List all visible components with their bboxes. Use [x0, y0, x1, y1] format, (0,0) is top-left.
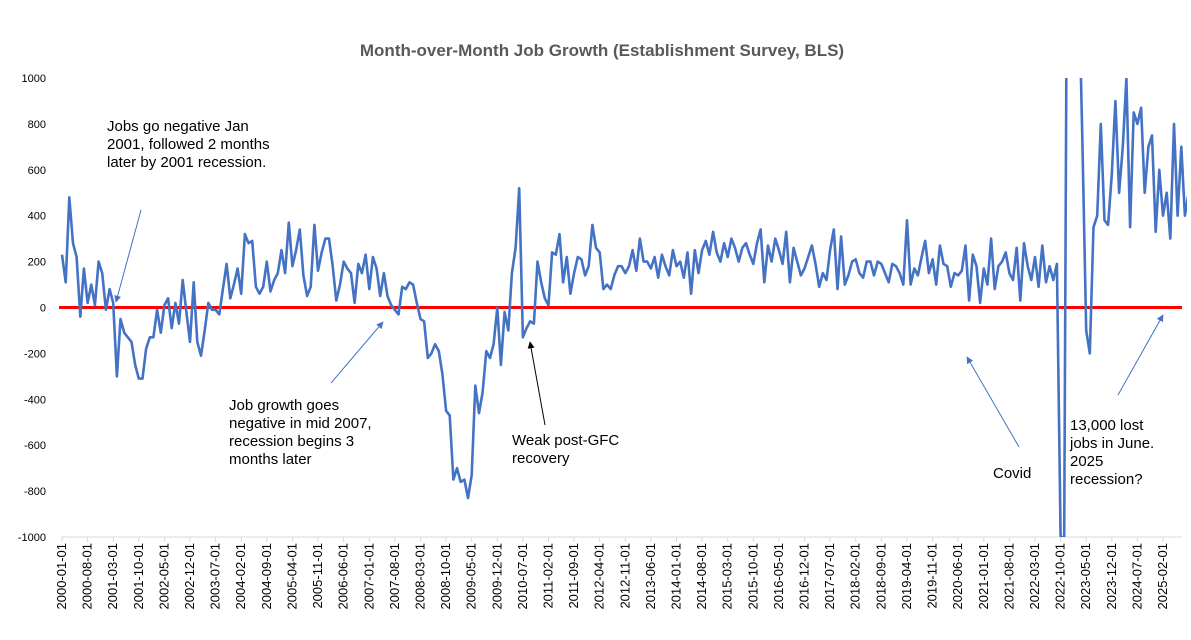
- annotation-line: Jobs go negative Jan: [107, 118, 249, 135]
- annotation-line: negative in mid 2007,: [229, 415, 372, 432]
- x-tick-label: 2003-07-01: [208, 543, 223, 610]
- x-tick-label: 2024-07-01: [1129, 543, 1144, 610]
- annotation-arrows: [114, 209, 1164, 448]
- annotation-line: Job growth goes: [229, 397, 339, 414]
- x-tick-label: 2021-08-01: [1001, 543, 1016, 610]
- y-tick-label: -1000: [18, 532, 46, 544]
- x-tick-label: 2023-12-01: [1104, 543, 1119, 610]
- x-tick-label: 2015-03-01: [720, 543, 735, 610]
- annotation-line: recession begins 3: [229, 433, 354, 450]
- series-line: [60, 78, 1187, 537]
- annotation-line: recession?: [1070, 471, 1143, 488]
- chart-title: Month-over-Month Job Growth (Establishme…: [360, 41, 844, 60]
- x-tick-label: 2007-01-01: [361, 543, 376, 610]
- x-tick-label: 2022-03-01: [1027, 543, 1042, 610]
- x-tick-label: 2016-05-01: [771, 543, 786, 610]
- x-tick-label: 2005-11-01: [310, 543, 325, 609]
- x-tick-label: 2019-11-01: [925, 543, 940, 609]
- x-tick-label: 2023-05-01: [1078, 543, 1093, 610]
- x-tick-label: 2001-10-01: [131, 543, 146, 610]
- y-tick-label: 0: [40, 303, 46, 315]
- x-tick-label: 2020-06-01: [950, 543, 965, 610]
- y-tick-label: -200: [24, 348, 46, 360]
- x-tick-label: 2012-04-01: [592, 543, 607, 610]
- x-tick-label: 2017-07-01: [822, 543, 837, 610]
- y-tick-label: 800: [28, 119, 46, 131]
- x-tick-label: 2000-08-01: [80, 543, 95, 610]
- annotation-2025: 13,000 lost jobs in June. 2025 recession?: [1069, 417, 1154, 488]
- x-tick-label: 2002-12-01: [182, 543, 197, 610]
- annotation-line: months later: [229, 451, 312, 468]
- x-tick-label: 2008-03-01: [412, 543, 427, 610]
- arrow-gfc: [527, 341, 546, 426]
- x-tick-label: 2018-02-01: [848, 543, 863, 610]
- x-axis: 2000-01-01 2000-08-01 2001-03-01 2001-10-01…: [54, 536, 1182, 610]
- x-tick-label: 2007-08-01: [387, 543, 402, 610]
- annotation-line: Covid: [993, 465, 1031, 482]
- x-tick-label: 2019-04-01: [899, 543, 914, 610]
- y-tick-label: 600: [28, 165, 46, 177]
- annotation-line: recovery: [512, 450, 570, 467]
- x-tick-label: 2005-04-01: [284, 543, 299, 610]
- x-tick-label: 2014-08-01: [694, 543, 709, 610]
- arrow-covid: [966, 356, 1020, 448]
- annotation-gfc: Weak post-GFC recovery: [512, 432, 619, 467]
- x-tick-label: 2009-12-01: [489, 543, 504, 610]
- annotation-line: 2025: [1070, 453, 1103, 470]
- x-tick-label: 2018-09-01: [873, 543, 888, 610]
- annotation-line: 13,000 lost: [1070, 417, 1144, 434]
- x-tick-label: 2001-03-01: [105, 543, 120, 610]
- annotations: Jobs go negative Jan 2001, followed 2 mon…: [107, 118, 1154, 488]
- x-tick-label: 2004-09-01: [259, 543, 274, 610]
- y-tick-label: -400: [24, 394, 46, 406]
- x-tick-label: 2011-09-01: [566, 543, 581, 609]
- x-tick-label: 2002-05-01: [156, 543, 171, 610]
- x-tick-label: 2010-07-01: [515, 543, 530, 610]
- y-tick-label: -600: [24, 440, 46, 452]
- x-tick-label: 2025-02-01: [1155, 543, 1170, 610]
- x-tick-label: 2006-06-01: [336, 543, 351, 610]
- annotation-line: Weak post-GFC: [512, 432, 619, 449]
- x-tick-label: 2012-11-01: [617, 543, 632, 609]
- x-tick-label: 2021-01-01: [976, 543, 991, 610]
- x-tick-label: 2009-05-01: [464, 543, 479, 610]
- arrow-2007: [330, 321, 384, 384]
- x-tick-label: 2008-10-01: [438, 543, 453, 610]
- y-tick-label: -800: [24, 486, 46, 498]
- y-tick-label: 1000: [22, 73, 46, 85]
- annotation-covid: Covid: [993, 465, 1031, 482]
- annotation-line: jobs in June.: [1069, 435, 1154, 452]
- x-tick-label: 2016-12-01: [797, 543, 812, 610]
- x-tick-label: 2004-02-01: [233, 543, 248, 610]
- annotation-2007: Job growth goes negative in mid 2007, rece…: [229, 397, 372, 468]
- annotation-line: later by 2001 recession.: [107, 154, 266, 171]
- x-tick-label: 2015-10-01: [745, 543, 760, 610]
- annotation-line: 2001, followed 2 months: [107, 136, 270, 153]
- x-tick-label: 2022-10-01: [1053, 543, 1068, 610]
- y-tick-label: 200: [28, 257, 46, 269]
- x-tick-label: 2013-06-01: [643, 543, 658, 610]
- y-tick-label: 400: [28, 211, 46, 223]
- arrow-2001: [114, 209, 142, 303]
- x-tick-label: 2014-01-01: [669, 543, 684, 610]
- x-tick-label: 2000-01-01: [54, 543, 69, 610]
- arrow-2025: [1117, 314, 1164, 396]
- y-axis: 1000 800 600 400 200 0 -200 -400 -600 -800 -1000: [18, 73, 46, 544]
- annotation-2001: Jobs go negative Jan 2001, followed 2 mon…: [107, 118, 270, 171]
- x-tick-label: 2011-02-01: [540, 543, 555, 609]
- series-layer: [60, 78, 1187, 537]
